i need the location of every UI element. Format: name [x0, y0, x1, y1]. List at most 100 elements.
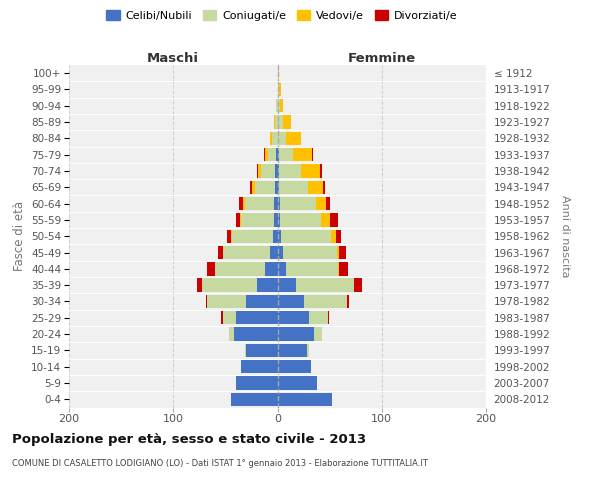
Bar — [309, 311, 328, 324]
Bar — [274, 214, 277, 226]
Text: Femmine: Femmine — [347, 52, 416, 65]
Bar — [329, 214, 338, 226]
Bar — [230, 392, 277, 406]
Bar — [241, 360, 277, 374]
Bar — [254, 180, 275, 194]
Bar — [277, 376, 317, 390]
Bar — [328, 311, 329, 324]
Bar — [277, 360, 311, 374]
Bar — [221, 311, 223, 324]
Text: Popolazione per età, sesso e stato civile - 2013: Popolazione per età, sesso e stato civil… — [12, 432, 366, 446]
Bar — [245, 197, 274, 210]
Bar — [277, 116, 283, 129]
Bar — [223, 311, 236, 324]
Bar — [245, 344, 246, 357]
Bar — [229, 328, 234, 341]
Bar — [323, 180, 325, 194]
Bar — [283, 116, 291, 129]
Text: COMUNE DI CASALETTO LODIGIANO (LO) - Dati ISTAT 1° gennaio 2013 - Elaborazione T: COMUNE DI CASALETTO LODIGIANO (LO) - Dat… — [12, 459, 428, 468]
Bar — [277, 164, 278, 177]
Bar — [274, 230, 277, 243]
Bar — [353, 278, 362, 292]
Bar — [257, 164, 261, 177]
Bar — [301, 164, 320, 177]
Bar — [275, 116, 277, 129]
Bar — [253, 180, 254, 194]
Bar — [270, 132, 272, 145]
Bar — [277, 328, 314, 341]
Bar — [206, 295, 246, 308]
Bar — [277, 230, 281, 243]
Bar — [234, 328, 277, 341]
Bar — [202, 278, 257, 292]
Bar — [236, 311, 277, 324]
Bar — [277, 180, 278, 194]
Y-axis label: Anni di nascita: Anni di nascita — [560, 195, 570, 278]
Bar — [293, 148, 312, 162]
Bar — [331, 230, 336, 243]
Bar — [277, 344, 307, 357]
Bar — [277, 214, 280, 226]
Bar — [272, 132, 277, 145]
Bar — [286, 132, 301, 145]
Bar — [277, 392, 332, 406]
Bar — [236, 214, 240, 226]
Bar — [277, 132, 286, 145]
Bar — [261, 164, 275, 177]
Bar — [227, 230, 230, 243]
Bar — [280, 99, 283, 112]
Text: Maschi: Maschi — [147, 52, 199, 65]
Bar — [347, 295, 349, 308]
Bar — [277, 83, 278, 96]
Bar — [277, 197, 280, 210]
Bar — [275, 164, 277, 177]
Bar — [218, 246, 223, 259]
Bar — [236, 376, 277, 390]
Bar — [321, 214, 329, 226]
Bar — [312, 148, 313, 162]
Y-axis label: Fasce di età: Fasce di età — [13, 201, 26, 272]
Bar — [274, 197, 277, 210]
Bar — [280, 214, 321, 226]
Bar — [304, 295, 347, 308]
Bar — [277, 278, 296, 292]
Bar — [278, 83, 281, 96]
Bar — [296, 278, 353, 292]
Bar — [320, 164, 322, 177]
Bar — [337, 246, 339, 259]
Bar — [246, 295, 277, 308]
Bar — [241, 214, 274, 226]
Bar — [206, 262, 215, 276]
Bar — [278, 180, 308, 194]
Bar — [268, 148, 277, 162]
Bar — [246, 344, 277, 357]
Bar — [277, 99, 280, 112]
Bar — [277, 295, 304, 308]
Bar — [316, 197, 326, 210]
Bar — [277, 262, 286, 276]
Bar — [307, 344, 309, 357]
Bar — [286, 262, 338, 276]
Bar — [277, 66, 278, 80]
Bar — [326, 197, 329, 210]
Bar — [278, 148, 293, 162]
Bar — [339, 246, 346, 259]
Bar — [274, 116, 275, 129]
Bar — [232, 230, 274, 243]
Bar — [215, 262, 265, 276]
Bar — [277, 311, 309, 324]
Bar — [308, 180, 323, 194]
Bar — [197, 278, 202, 292]
Bar — [265, 148, 268, 162]
Bar — [339, 262, 349, 276]
Bar — [280, 197, 316, 210]
Bar — [265, 262, 277, 276]
Bar — [243, 197, 245, 210]
Bar — [264, 148, 265, 162]
Bar — [338, 262, 339, 276]
Bar — [277, 148, 278, 162]
Bar — [257, 278, 277, 292]
Bar — [278, 164, 301, 177]
Bar — [314, 328, 322, 341]
Bar — [239, 197, 243, 210]
